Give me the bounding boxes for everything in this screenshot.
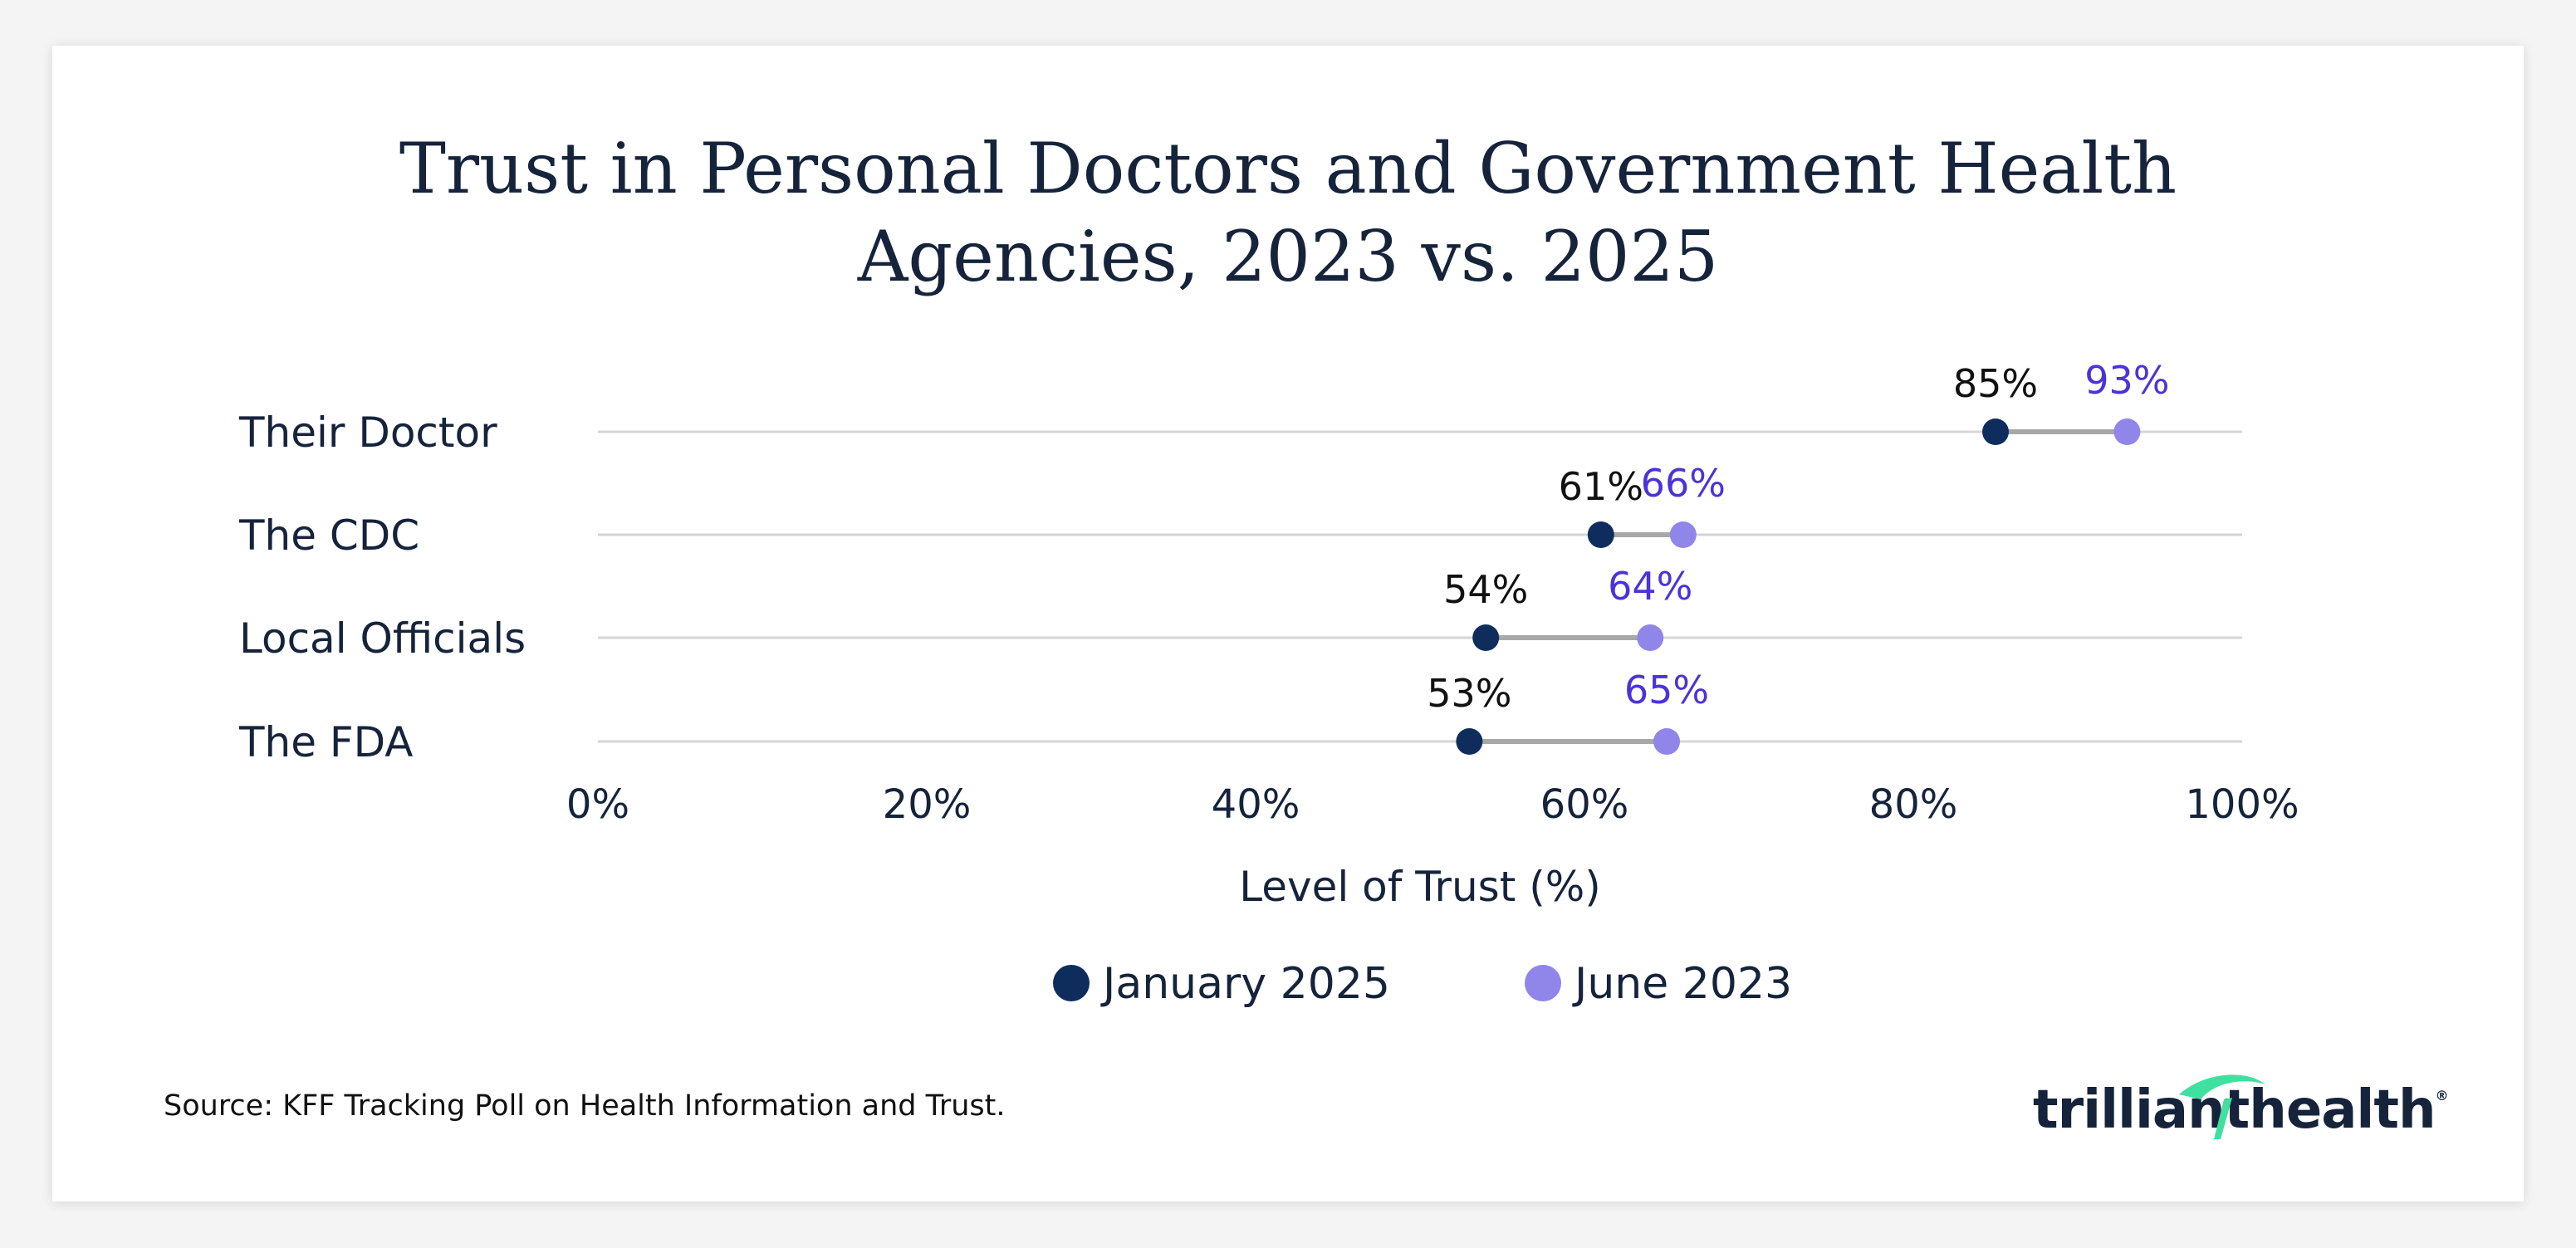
point-january-2025 bbox=[1587, 521, 1614, 548]
data-label-june-2023: 66% bbox=[1641, 461, 1726, 506]
point-june-2023 bbox=[1653, 728, 1680, 755]
point-january-2025 bbox=[1982, 418, 2009, 445]
data-label-january-2025: 54% bbox=[1443, 567, 1528, 612]
x-tick-label: 20% bbox=[883, 781, 972, 828]
x-tick-label: 80% bbox=[1869, 781, 1958, 828]
x-tick-label: 40% bbox=[1212, 781, 1300, 828]
data-label-june-2023: 93% bbox=[2084, 358, 2169, 403]
data-label-january-2025: 61% bbox=[1559, 464, 1643, 509]
category-label: Their Doctor bbox=[238, 409, 497, 457]
logo-text-trilliant: trilliant bbox=[2033, 1079, 2250, 1141]
point-january-2025 bbox=[1472, 624, 1500, 651]
source-note: Source: KFF Tracking Poll on Health Info… bbox=[164, 1089, 1006, 1123]
chart-title-line-1: Trust in Personal Doctors and Government… bbox=[399, 128, 2177, 209]
data-label-june-2023: 64% bbox=[1608, 564, 1692, 609]
legend-label-january-2025: January 2025 bbox=[1100, 959, 1390, 1009]
data-label-january-2025: 53% bbox=[1427, 671, 1511, 716]
point-june-2023 bbox=[2113, 418, 2141, 445]
legend-marker-june-2023 bbox=[1525, 965, 1561, 1001]
chart-card bbox=[52, 46, 2524, 1202]
category-label: The CDC bbox=[238, 511, 419, 560]
chart-title: Trust in Personal Doctors and Government… bbox=[0, 125, 2576, 301]
chart-title-line-2: Agencies, 2023 vs. 2025 bbox=[857, 216, 1719, 297]
category-label: Local Officials bbox=[239, 614, 526, 663]
legend-marker-january-2025 bbox=[1053, 965, 1090, 1001]
data-label-january-2025: 85% bbox=[1953, 361, 2038, 406]
logo-registered-mark: ® bbox=[2435, 1088, 2449, 1104]
x-tick-label: 0% bbox=[566, 781, 629, 828]
x-axis-title: Level of Trust (%) bbox=[1239, 863, 1600, 911]
logo-text-health: health bbox=[2249, 1079, 2436, 1141]
point-june-2023 bbox=[1669, 521, 1697, 548]
x-tick-label: 100% bbox=[2185, 781, 2299, 828]
data-label-june-2023: 65% bbox=[1624, 668, 1709, 712]
x-tick-label: 60% bbox=[1540, 781, 1629, 828]
trilliant-health-logo: trillianthealth® bbox=[2033, 1074, 2449, 1141]
logo-swoosh-icon bbox=[2179, 1074, 2265, 1139]
category-label: The FDA bbox=[238, 718, 413, 766]
point-june-2023 bbox=[1637, 624, 1664, 651]
legend-label-june-2023: June 2023 bbox=[1572, 959, 1792, 1009]
point-january-2025 bbox=[1456, 728, 1483, 755]
